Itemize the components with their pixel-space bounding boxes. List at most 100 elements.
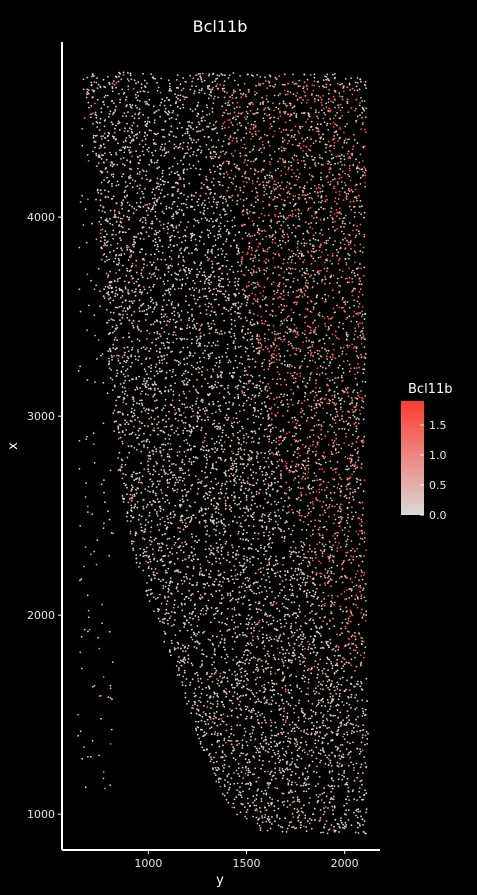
data-point bbox=[291, 509, 293, 511]
data-point bbox=[294, 134, 296, 136]
data-point bbox=[303, 466, 306, 469]
data-point bbox=[159, 277, 162, 279]
data-point bbox=[327, 163, 329, 165]
data-point bbox=[236, 789, 239, 791]
data-point bbox=[135, 492, 138, 495]
data-point bbox=[333, 431, 336, 434]
data-point bbox=[148, 455, 151, 457]
data-point bbox=[290, 319, 293, 322]
data-point bbox=[217, 569, 220, 572]
data-point bbox=[359, 280, 362, 283]
data-point bbox=[158, 500, 161, 503]
data-point bbox=[325, 106, 328, 109]
data-point bbox=[299, 746, 301, 748]
data-point bbox=[235, 656, 238, 658]
data-point bbox=[278, 574, 281, 577]
data-point bbox=[247, 679, 250, 681]
data-point bbox=[291, 213, 294, 216]
data-point bbox=[309, 149, 312, 152]
data-point bbox=[264, 546, 266, 548]
data-point bbox=[152, 240, 155, 242]
data-point bbox=[181, 126, 183, 129]
data-point bbox=[357, 325, 360, 328]
data-point bbox=[303, 194, 306, 197]
data-point bbox=[244, 568, 246, 570]
data-point bbox=[363, 211, 366, 214]
data-point bbox=[329, 413, 332, 416]
data-point bbox=[168, 111, 171, 114]
data-point bbox=[267, 259, 270, 262]
data-point bbox=[117, 437, 120, 440]
data-point bbox=[267, 457, 270, 459]
data-point bbox=[312, 341, 315, 344]
data-point bbox=[222, 671, 225, 674]
data-point bbox=[243, 374, 246, 376]
data-point bbox=[124, 434, 126, 436]
data-point bbox=[133, 243, 135, 246]
data-point bbox=[348, 315, 351, 318]
data-point bbox=[218, 441, 221, 444]
data-point bbox=[173, 570, 176, 573]
data-point bbox=[337, 654, 340, 657]
data-point bbox=[140, 83, 143, 86]
data-point bbox=[268, 484, 270, 487]
data-point bbox=[304, 478, 307, 480]
data-point bbox=[306, 777, 309, 780]
data-point bbox=[262, 746, 265, 748]
data-point bbox=[138, 299, 141, 302]
data-point bbox=[239, 456, 242, 458]
data-point bbox=[316, 130, 318, 133]
data-point bbox=[246, 658, 248, 661]
data-point bbox=[298, 573, 301, 576]
data-point bbox=[245, 266, 248, 269]
data-point bbox=[287, 258, 290, 260]
data-point bbox=[189, 108, 192, 111]
data-point bbox=[290, 575, 293, 578]
data-point bbox=[296, 800, 299, 802]
data-point bbox=[161, 172, 164, 175]
data-point bbox=[195, 342, 198, 345]
data-point bbox=[194, 641, 197, 643]
data-point bbox=[260, 578, 263, 580]
data-point bbox=[130, 275, 133, 277]
data-point bbox=[266, 615, 269, 617]
data-point bbox=[170, 448, 173, 451]
data-point bbox=[189, 684, 191, 686]
data-point bbox=[335, 248, 338, 251]
data-point bbox=[154, 400, 156, 402]
data-point bbox=[339, 494, 342, 497]
data-point bbox=[325, 86, 328, 89]
data-point bbox=[265, 701, 267, 703]
data-point bbox=[167, 390, 170, 393]
data-point bbox=[187, 121, 190, 123]
data-point bbox=[184, 229, 186, 232]
data-point bbox=[217, 512, 220, 515]
data-point bbox=[365, 677, 368, 680]
data-point bbox=[166, 280, 169, 282]
data-point bbox=[355, 107, 357, 110]
data-point bbox=[327, 109, 330, 112]
data-point bbox=[293, 807, 296, 810]
data-point bbox=[161, 149, 164, 152]
data-point bbox=[340, 213, 342, 215]
data-point bbox=[187, 490, 190, 493]
data-point bbox=[244, 758, 247, 761]
data-point bbox=[337, 104, 339, 107]
data-point bbox=[304, 468, 307, 470]
data-point bbox=[277, 253, 280, 256]
data-point bbox=[336, 386, 338, 389]
data-point bbox=[163, 564, 166, 567]
data-point bbox=[309, 797, 311, 799]
data-point bbox=[209, 487, 212, 490]
data-point bbox=[301, 137, 303, 140]
data-point bbox=[352, 603, 355, 606]
data-point bbox=[251, 623, 254, 626]
data-point bbox=[283, 540, 286, 542]
data-point bbox=[218, 361, 221, 364]
data-point bbox=[281, 768, 284, 770]
data-point bbox=[190, 662, 193, 665]
data-point bbox=[153, 387, 156, 390]
data-point bbox=[270, 546, 273, 549]
data-point bbox=[178, 661, 181, 664]
data-point bbox=[219, 427, 222, 430]
